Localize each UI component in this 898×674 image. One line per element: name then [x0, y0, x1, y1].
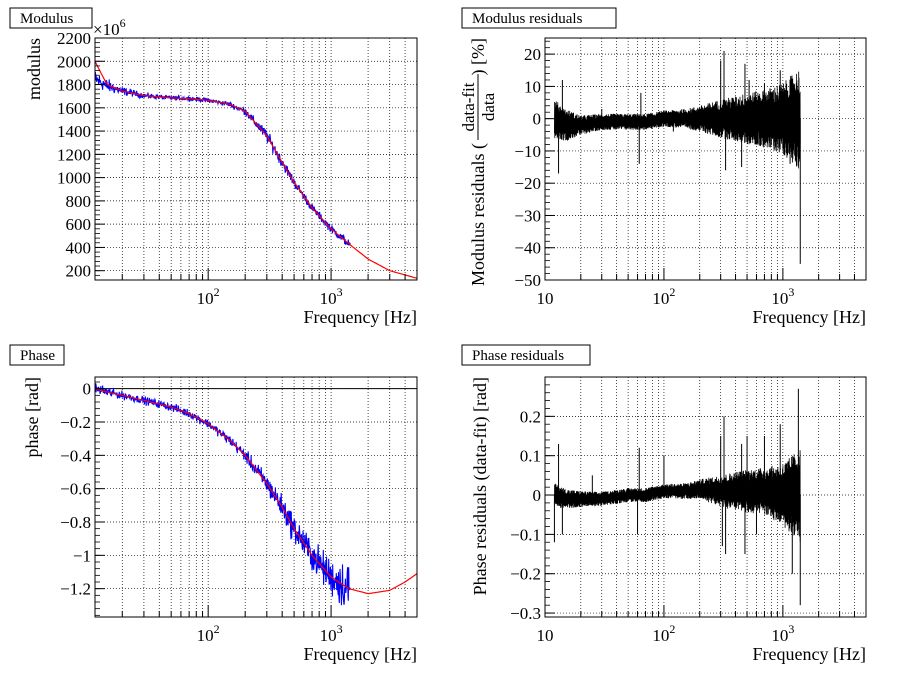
residual-trace	[554, 71, 801, 169]
fit-curve	[95, 388, 417, 595]
y-tick-label: 0	[83, 380, 92, 399]
y-tick-label: −0.2	[60, 413, 91, 432]
y-tick-label: −0.6	[60, 480, 91, 499]
svg-text:) [%]: ) [%]	[468, 38, 489, 75]
residual-trace	[554, 450, 801, 542]
modulus-panel: 200 400 600 800 1000 1200 1400 1600 1800 2000 2200…	[9, 7, 418, 327]
x-axis: 10 102 103	[537, 268, 867, 308]
plot-area	[95, 383, 417, 606]
y-tick-label: 1000	[57, 169, 91, 188]
panel-title-text: Phase residuals	[472, 348, 564, 364]
y-axis-label: phase [rad]	[22, 377, 42, 457]
plot-area	[553, 388, 801, 606]
y-tick-label: 1400	[57, 122, 91, 141]
y-tick-label: −1	[73, 546, 91, 565]
x-axis: 102 103	[121, 268, 418, 308]
y-tick-label: −20	[514, 174, 541, 193]
svg-text:data: data	[479, 92, 498, 121]
data-trace	[95, 383, 350, 606]
x-tick-label: 103	[320, 622, 343, 645]
y-tick-label: 1200	[57, 145, 91, 164]
phase-panel: −1.2 −1 −0.8 −0.6 −0.4 −0.2 0 102 103 Phase Freque…	[9, 344, 418, 664]
y-tick-label: 200	[66, 262, 92, 281]
plot-frame	[94, 37, 418, 281]
plot-area	[95, 61, 417, 279]
panel-title: Modulus residuals	[461, 7, 617, 29]
y-tick-label: 2000	[57, 52, 91, 71]
grid	[95, 37, 418, 280]
panel-title-text: Modulus	[20, 11, 74, 27]
y-tick-label: 2200	[57, 29, 91, 48]
plot-frame	[544, 376, 867, 618]
x-axis: 10 102 103	[537, 605, 867, 645]
y-tick-label: 0	[533, 110, 542, 129]
x-tick-label: 10	[537, 289, 554, 308]
x-axis-label: Frequency [Hz]	[753, 644, 866, 664]
y-tick-label: 800	[66, 192, 92, 211]
grid	[544, 38, 867, 281]
panel-title: Modulus	[9, 7, 93, 29]
y-axis: −1.2 −1 −0.8 −0.6 −0.4 −0.2 0	[60, 380, 105, 616]
x-tick-label: 10	[537, 626, 554, 645]
y-tick-label: 0.1	[520, 447, 541, 466]
x-tick-label: 103	[771, 285, 794, 308]
x-axis-label: Frequency [Hz]	[304, 307, 417, 327]
y-tick-label: −0.2	[510, 565, 541, 584]
grid	[95, 377, 418, 617]
y-multiplier-label: ×106	[93, 16, 126, 39]
plot-frame	[544, 37, 867, 281]
x-axis-label: Frequency [Hz]	[304, 644, 417, 664]
y-tick-label: 400	[66, 238, 92, 257]
phase-residuals-panel: −0.3 −0.2 −0.1 0 0.1 0.2 10 102 103 Phase residua…	[461, 344, 867, 664]
x-tick-label: 102	[652, 622, 675, 645]
y-tick-label: −10	[514, 142, 541, 161]
y-tick-label: 20	[524, 45, 541, 64]
y-tick-label: −30	[514, 206, 541, 225]
x-tick-label: 102	[197, 622, 220, 645]
panel-title-text: Phase	[20, 348, 55, 364]
panel-title: Phase	[9, 344, 65, 366]
y-axis: −50 −40 −30 −20 −10 0 10 20	[514, 40, 555, 290]
panel-title: Phase residuals	[461, 344, 591, 366]
modulus-residuals-panel: −50 −40 −30 −20 −10 0 10 20 10 102 103 Modulus resi…	[459, 7, 867, 327]
y-tick-label: 0	[533, 486, 542, 505]
svg-text:data-fit: data-fit	[459, 82, 478, 131]
y-axis: 200 400 600 800 1000 1200 1400 1600 1800 2000 2200	[57, 29, 105, 281]
plot-frame	[94, 376, 418, 618]
y-axis: −0.3 −0.2 −0.1 0 0.1 0.2	[510, 376, 555, 623]
y-tick-label: −0.1	[510, 525, 541, 544]
y-tick-label: −1.2	[60, 580, 91, 599]
y-axis-label: Phase residuals (data-fit) [rad]	[470, 377, 491, 595]
x-tick-label: 102	[652, 285, 675, 308]
y-tick-label: 600	[66, 215, 92, 234]
y-tick-label: −0.8	[60, 513, 91, 532]
plot-area	[554, 50, 801, 264]
x-tick-label: 102	[197, 285, 220, 308]
y-tick-label: 10	[524, 77, 541, 96]
y-tick-label: −0.3	[510, 604, 541, 623]
x-axis: 102 103	[121, 605, 418, 645]
y-axis-label: ) [%] data-fit data Modulus residuals (	[459, 38, 498, 286]
data-trace	[95, 72, 350, 245]
y-axis-label: modulus	[24, 38, 44, 100]
fit-curve	[95, 61, 417, 279]
x-tick-label: 103	[771, 622, 794, 645]
panel-title-text: Modulus residuals	[472, 11, 583, 27]
svg-text:Modulus residuals (: Modulus residuals (	[468, 143, 489, 286]
y-tick-label: −50	[514, 271, 541, 290]
y-tick-label: −0.4	[60, 446, 91, 465]
y-tick-label: −40	[514, 239, 541, 258]
y-tick-label: 0.2	[520, 407, 541, 426]
y-tick-label: 1800	[57, 76, 91, 95]
x-tick-label: 103	[320, 285, 343, 308]
x-axis-label: Frequency [Hz]	[753, 307, 866, 327]
y-tick-label: 1600	[57, 99, 91, 118]
